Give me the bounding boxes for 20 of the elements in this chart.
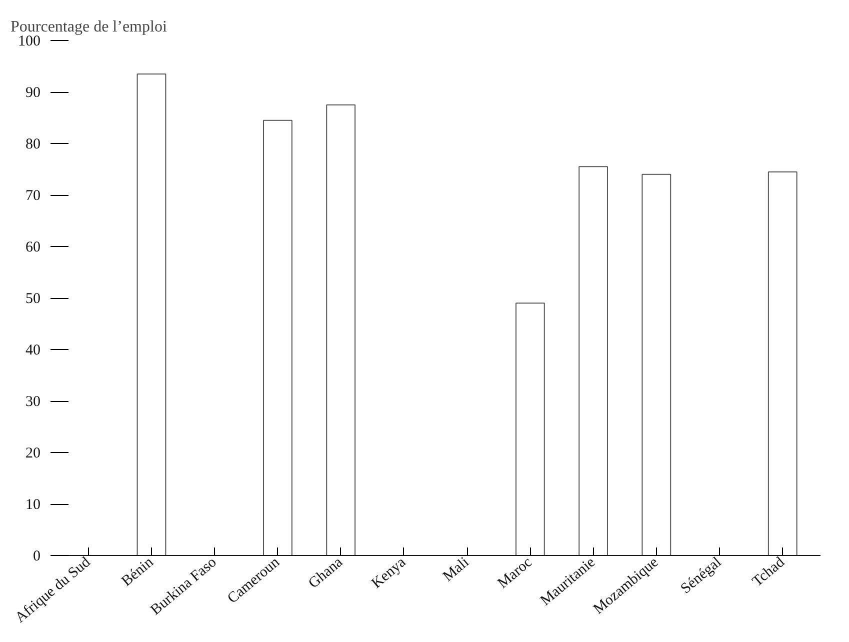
y-tick-label: 60 xyxy=(26,240,40,256)
y-tick-label: 20 xyxy=(26,446,40,462)
bar xyxy=(768,171,798,556)
y-tick-label: 50 xyxy=(26,291,40,307)
y-tick-label: 70 xyxy=(26,188,40,204)
y-tick-label: 80 xyxy=(26,136,40,152)
bar xyxy=(136,73,166,556)
x-tick-label: Mali xyxy=(440,554,472,585)
y-tick-label: 100 xyxy=(18,34,40,50)
bar xyxy=(642,174,672,556)
bar xyxy=(515,302,545,556)
y-tick-label: 30 xyxy=(26,394,40,410)
y-axis-title: Pourcentage de l’emploi xyxy=(10,18,168,36)
y-tick-label: 0 xyxy=(33,548,40,564)
bar xyxy=(326,104,356,556)
bar xyxy=(263,120,292,556)
y-tick-label: 10 xyxy=(26,497,40,513)
y-tick-label: 40 xyxy=(26,342,40,358)
bar xyxy=(578,166,608,556)
y-tick-label: 90 xyxy=(26,85,40,101)
